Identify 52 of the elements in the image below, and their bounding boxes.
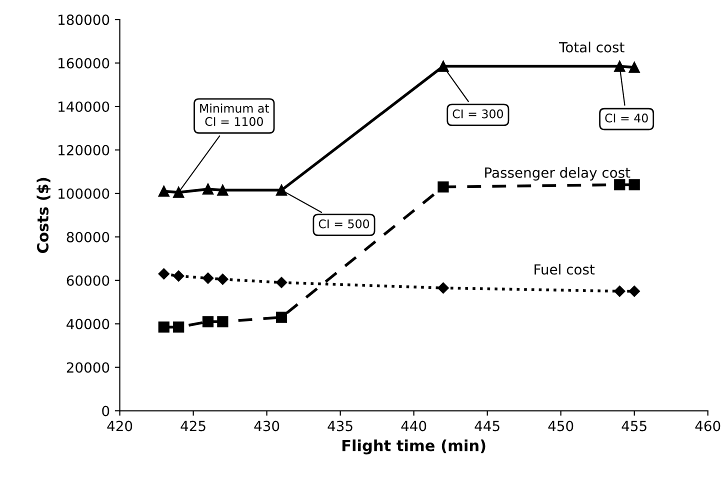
point	[628, 286, 640, 297]
point	[628, 62, 640, 73]
y-axis-title: Costs ($)	[36, 178, 51, 253]
point	[438, 60, 449, 72]
point	[172, 270, 184, 282]
y-tick-label: 160000	[58, 58, 110, 68]
y-tick-label: 120000	[58, 144, 110, 156]
y-tick-label: 180000	[58, 14, 110, 26]
point	[202, 316, 214, 328]
series-label: Passenger delay cost	[485, 167, 630, 181]
point	[438, 181, 449, 192]
point	[202, 184, 214, 195]
series-label: Total cost	[558, 42, 624, 52]
annotation: CI = 40	[605, 114, 648, 122]
x-tick-label: 420	[107, 420, 132, 432]
annotation: CI = 300	[452, 109, 503, 118]
x-tick-label: 425	[180, 420, 206, 432]
point	[173, 186, 184, 198]
point	[614, 60, 626, 72]
y-tick-label: 140000	[58, 101, 110, 112]
point	[438, 282, 449, 294]
y-tick-label: 20000	[66, 362, 110, 373]
annotation: Minimum at CI = 1100	[200, 104, 270, 126]
point	[628, 179, 640, 190]
point	[202, 272, 214, 284]
y-tick-label: 100000	[58, 188, 110, 199]
annotation: CI = 500	[318, 219, 370, 228]
x-axis-title: Flight time (min)	[342, 439, 486, 454]
x-tick-label: 460	[695, 420, 720, 432]
y-tick-label: 80000	[66, 232, 110, 242]
point	[158, 186, 170, 197]
point	[614, 286, 626, 297]
point	[614, 179, 626, 190]
y-tick-label: 40000	[66, 318, 110, 330]
point	[173, 322, 184, 333]
point	[276, 276, 288, 288]
x-tick-label: 445	[474, 420, 500, 432]
x-tick-label: 435	[328, 420, 352, 432]
y-tick-label: 0	[102, 406, 110, 416]
point	[217, 316, 228, 328]
point	[276, 184, 288, 196]
x-tick-label: 455	[622, 420, 646, 432]
point	[217, 184, 228, 196]
x-tick-label: 430	[254, 420, 280, 432]
point	[217, 274, 228, 285]
point	[158, 268, 170, 280]
series-label: Fuel cost	[534, 264, 595, 275]
point	[276, 312, 288, 323]
point	[158, 322, 170, 333]
x-tick-label: 440	[401, 420, 426, 432]
y-tick-label: 60000	[66, 275, 110, 286]
x-tick-label: 450	[548, 420, 574, 432]
